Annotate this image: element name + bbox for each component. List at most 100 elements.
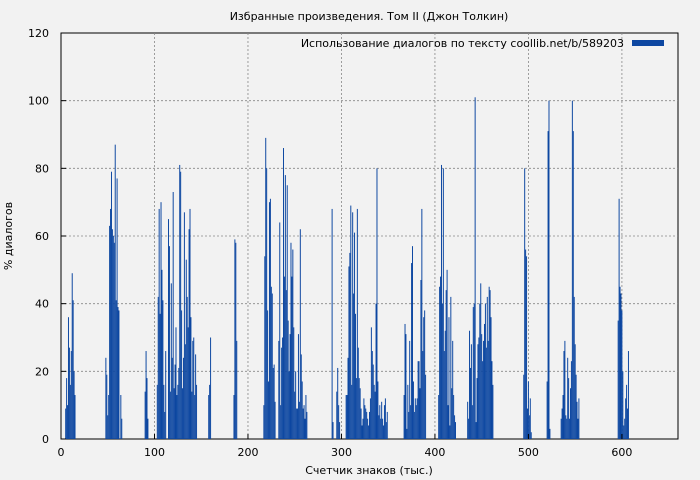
bar [575,374,577,439]
bar [451,388,453,439]
bar [483,340,485,439]
bar [455,422,456,439]
bar [360,408,362,439]
bar [179,164,181,439]
bar [107,415,109,439]
y-tick-label: 60 [35,230,49,243]
legend-swatch [632,40,664,46]
bar [570,361,572,439]
bar [620,293,622,439]
bar [284,175,286,439]
bar [567,357,569,439]
bar [66,378,68,439]
bar [549,428,551,439]
bar [350,205,352,439]
bar [474,97,476,440]
bar [352,212,354,439]
bar [372,364,374,439]
bar [306,411,308,439]
bar [364,405,366,439]
bar [338,405,340,439]
bar [274,401,276,439]
bar [146,378,148,439]
bar [561,408,563,439]
bar [487,340,489,439]
bar [332,422,334,439]
bar [283,276,285,439]
bar [356,208,358,439]
y-tick-label: 80 [35,162,49,175]
bar [157,296,159,439]
bar [282,337,284,439]
bar [438,395,440,439]
bar [485,347,487,439]
bar [116,178,118,439]
bar [443,351,445,439]
bar [331,208,333,439]
bar [264,256,266,439]
x-tick-label: 400 [424,446,445,459]
bar [272,367,274,439]
bar [283,148,284,440]
bar [210,337,212,439]
bar [281,347,283,439]
bar [440,276,442,439]
bar [185,259,187,439]
bar [355,378,357,439]
bar [405,334,407,439]
bar [285,290,287,439]
bar [339,422,341,439]
bar [183,212,185,439]
bar [442,168,444,440]
bar [546,381,548,439]
bar [565,415,567,439]
bar [121,418,123,439]
bar [526,256,528,439]
bar [180,171,182,439]
bar [109,225,111,439]
bar [373,384,375,439]
bar [346,395,348,439]
bar [188,229,190,439]
bar [112,236,114,439]
bar [300,354,302,439]
bar [263,405,265,439]
bar [297,408,299,439]
bar [380,418,382,439]
bar [366,411,368,439]
bar [295,371,297,439]
bar [423,317,425,439]
bar [176,395,178,439]
bar [168,219,169,439]
bar [292,249,294,439]
bar [526,408,528,439]
bar [304,418,306,439]
bar [71,273,73,439]
bar [385,422,387,439]
bar [296,408,298,439]
bar [365,408,367,439]
x-tick-label: 0 [58,446,65,459]
bar [439,286,441,439]
bar [419,388,421,439]
bar [233,395,235,439]
bar [422,351,424,439]
bar [368,425,370,439]
bar [424,310,426,439]
bar [69,384,71,439]
bar [163,384,165,439]
bar [441,303,443,439]
bar [362,418,364,439]
bar [560,418,562,439]
bar [337,367,339,439]
bar [576,401,578,439]
bar [404,323,406,439]
y-tick-label: 0 [42,433,49,446]
bar [483,323,485,439]
bar [484,303,486,439]
bar [479,303,481,439]
bar [417,361,419,439]
bar [349,252,351,439]
x-tick-label: 600 [611,446,632,459]
bar [367,418,369,439]
